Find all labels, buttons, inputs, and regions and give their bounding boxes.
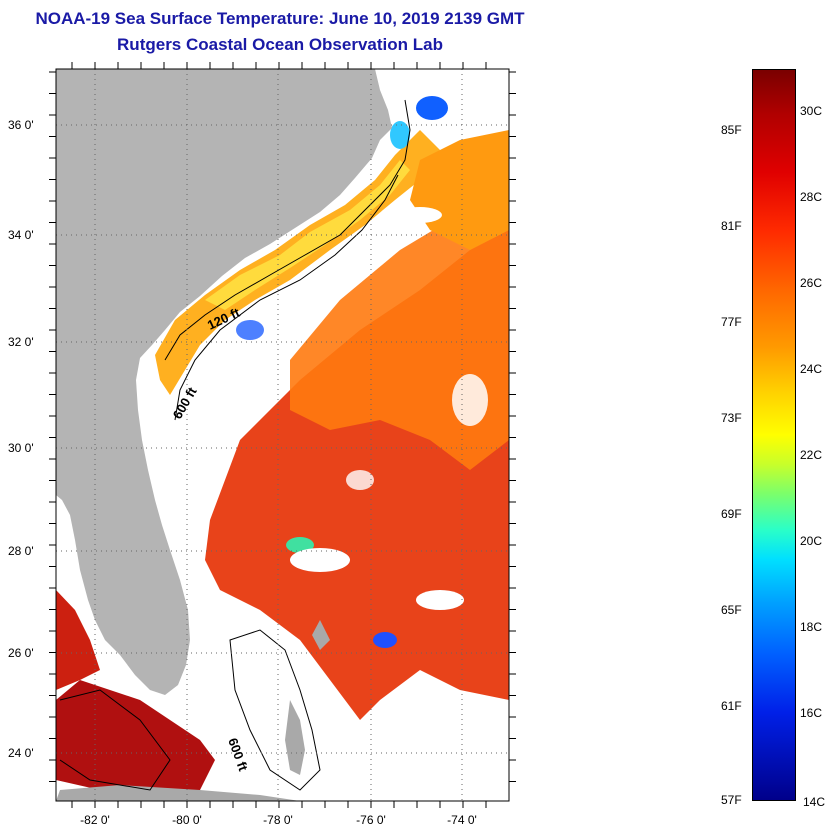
contour-bahamas — [229, 629, 321, 791]
sst-cool-patch — [416, 96, 448, 120]
cloud-gap — [452, 374, 488, 426]
map-gridlines — [56, 69, 509, 801]
colorbar-c-label: 22C — [800, 448, 823, 462]
cloud-gap — [290, 548, 350, 572]
colorbar-c-label: 16C — [800, 706, 823, 720]
lat-tick-label: 28 0' — [8, 544, 34, 558]
colorbar-f-label: 57F — [721, 793, 742, 807]
sst-gulf-warm — [56, 680, 215, 800]
cloud-gap — [346, 470, 374, 490]
colorbar-f-label: 65F — [721, 603, 742, 617]
land-bahamas — [285, 700, 305, 775]
lat-tick-label: 26 0' — [8, 646, 34, 660]
lon-tick-label: -82 0' — [80, 813, 110, 827]
temperature-colorbar — [752, 69, 796, 801]
map-imagery — [56, 69, 509, 801]
contour-120ft — [164, 99, 411, 361]
sst-cool-patch — [373, 632, 397, 648]
map-subtitle: Rutgers Coastal Ocean Observation Lab — [117, 35, 443, 54]
sst-cool-patch — [286, 537, 314, 553]
colorbar-c-label: 26C — [800, 276, 823, 290]
lat-tick-label: 30 0' — [8, 441, 34, 455]
land-mainland — [56, 69, 392, 695]
lat-tick-label: 36 0' — [8, 118, 34, 132]
colorbar-f-label: 77F — [721, 315, 742, 329]
land-bahamas — [312, 620, 330, 650]
land-cuba — [56, 785, 300, 801]
map-frame — [55, 68, 510, 802]
colorbar-c-label: 24C — [800, 362, 823, 376]
colorbar-c-label: 20C — [800, 534, 823, 548]
cloud-gap — [416, 590, 464, 610]
sst-gulf-west — [56, 590, 100, 690]
sst-cool-band — [205, 160, 410, 310]
colorbar-f-label: 61F — [721, 699, 742, 713]
lat-tick-label: 34 0' — [8, 228, 34, 242]
colorbar-f-label: 85F — [721, 123, 742, 137]
colorbar-f-label: 81F — [721, 219, 742, 233]
lat-tick-label: 24 0' — [8, 746, 34, 760]
colorbar-c-label: 28C — [800, 190, 823, 204]
colorbar-f-label: 73F — [721, 411, 742, 425]
cloud-gap — [398, 207, 442, 223]
colorbar-c-label: 18C — [800, 620, 823, 634]
lon-tick-label: -80 0' — [172, 813, 202, 827]
colorbar-c-label: 14C — [803, 795, 826, 809]
lon-tick-label: -76 0' — [356, 813, 386, 827]
lon-tick-label: -78 0' — [263, 813, 293, 827]
colorbar-f-label: 69F — [721, 507, 742, 521]
contour-gulf — [59, 689, 171, 791]
lat-tick-label: 32 0' — [8, 335, 34, 349]
map-title: NOAA-19 Sea Surface Temperature: June 10… — [35, 9, 525, 28]
sst-cool-patch — [390, 121, 410, 149]
sst-cool-patch — [236, 320, 264, 340]
lon-tick-label: -74 0' — [447, 813, 477, 827]
colorbar-c-label: 30C — [800, 104, 823, 118]
axis-ticks — [49, 62, 516, 808]
